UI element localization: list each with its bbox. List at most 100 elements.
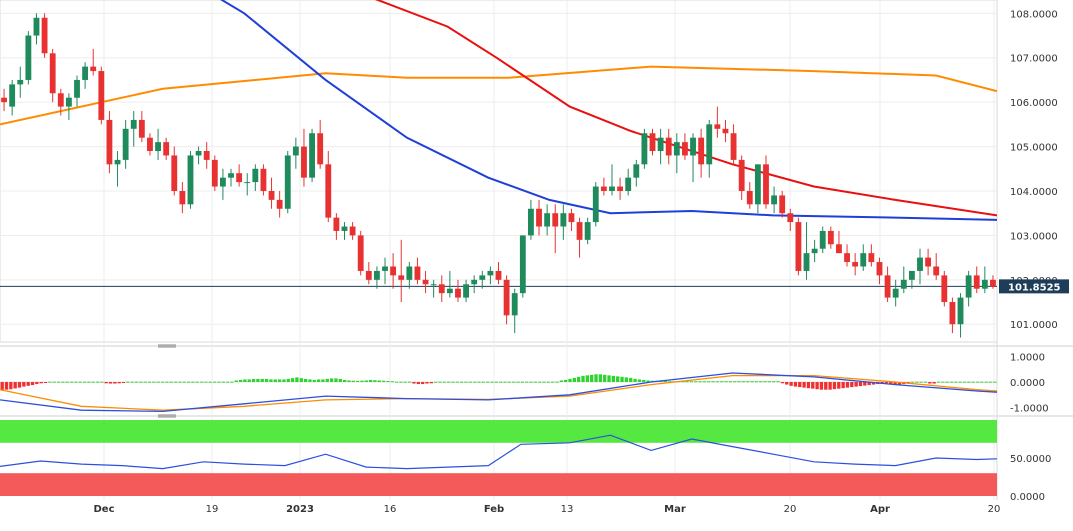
macd-histogram-bar: [87, 381, 91, 383]
macd-histogram-bar: [377, 380, 381, 382]
candle-body: [844, 253, 850, 263]
candle-body: [528, 208, 534, 236]
date-tick-label: Apr: [870, 504, 890, 515]
candle-body: [657, 137, 664, 152]
candle-body: [519, 235, 526, 294]
candle: [544, 204, 551, 236]
macd-tick-label: 0.0000: [1010, 378, 1045, 389]
candle: [925, 248, 932, 276]
rsi-line: [0, 434, 998, 470]
candle: [98, 66, 105, 125]
candle: [763, 155, 769, 209]
macd-histogram-bar: [26, 382, 30, 386]
macd-histogram-bar: [897, 382, 902, 385]
macd-histogram-bar: [113, 382, 117, 384]
candle: [892, 279, 899, 307]
candle-body: [236, 173, 243, 183]
price-panel-frame: [0, 0, 998, 343]
macd-histogram-bar: [286, 378, 290, 382]
candle: [900, 266, 907, 294]
candle: [406, 262, 413, 289]
candle-body: [90, 66, 97, 72]
macd-histogram-bar: [798, 382, 802, 388]
candle: [284, 151, 291, 214]
macd-histogram-bar: [607, 375, 611, 382]
candle: [779, 190, 786, 218]
macd-histogram-bar: [949, 381, 954, 383]
candle: [787, 208, 794, 231]
candle: [414, 257, 421, 285]
candle-body: [633, 164, 640, 178]
macd-histogram-bar: [733, 381, 737, 383]
candle-body: [195, 151, 202, 156]
macd-histogram-bar: [585, 375, 590, 382]
macd-histogram-bar: [178, 381, 182, 383]
macd-histogram-bar: [451, 381, 455, 383]
date-tick-label: 16: [384, 504, 397, 515]
candle: [74, 75, 80, 107]
macd-histogram-bar: [785, 382, 789, 385]
candle: [25, 31, 32, 85]
candle-body: [933, 266, 940, 276]
candle: [933, 253, 940, 280]
candle-body: [455, 288, 461, 298]
macd-histogram-bar: [564, 379, 568, 382]
candle: [187, 151, 194, 209]
macd-histogram-bar: [273, 379, 277, 382]
macd-histogram-bar: [616, 376, 620, 382]
candle-body: [949, 302, 956, 325]
date-tick-label: Dec: [93, 504, 114, 515]
panel-resize-handle[interactable]: [158, 414, 176, 418]
candle-body: [155, 142, 161, 152]
macd-histogram-bar: [936, 381, 941, 383]
candle: [868, 244, 875, 267]
macd-histogram-bar: [351, 380, 355, 382]
candle: [422, 270, 429, 294]
macd-histogram-bar: [0, 382, 4, 391]
candle: [455, 279, 461, 303]
date-tick-label: Feb: [484, 504, 504, 515]
candle: [479, 270, 486, 289]
macd-histogram-bar: [694, 381, 698, 383]
macd-panel: [0, 372, 998, 413]
macd-histogram-bar: [468, 381, 472, 383]
candle-body: [471, 279, 478, 285]
macd-histogram-bar: [958, 381, 962, 383]
macd-histogram-bar: [720, 381, 724, 383]
candle-body: [276, 199, 283, 209]
macd-histogram-bar: [832, 382, 837, 390]
moving-average-line-2: [374, 0, 997, 217]
macd-histogram-bar: [932, 382, 936, 384]
candle: [673, 133, 680, 174]
macd-histogram-bar: [980, 381, 984, 383]
candle: [147, 133, 153, 156]
macd-histogram-bar: [845, 382, 850, 388]
candle-body: [836, 244, 842, 254]
macd-histogram-bar: [82, 381, 87, 383]
candle-body: [641, 133, 648, 165]
macd-histogram-bar: [173, 381, 178, 383]
candle-body: [49, 53, 56, 94]
macd-histogram-bar: [65, 381, 69, 383]
macd-histogram-bar: [858, 382, 863, 387]
candle-body: [446, 288, 453, 294]
rsi-tick-label: 50.0000: [1010, 454, 1051, 465]
macd-histogram-bar: [863, 382, 867, 386]
candle-body: [795, 222, 802, 271]
candle: [584, 217, 591, 245]
panel-resize-handle[interactable]: [158, 344, 176, 348]
candle: [908, 270, 915, 289]
macd-histogram-bar: [108, 382, 113, 384]
macd-histogram-bar: [247, 379, 251, 382]
macd-histogram-bar: [295, 377, 299, 382]
macd-histogram-bar: [715, 381, 720, 383]
macd-histogram-bar: [741, 381, 746, 383]
price-tick-label: 103.0000: [1010, 231, 1058, 242]
macd-histogram-bar: [551, 381, 555, 383]
rsi-overbought-band: [0, 420, 997, 443]
candle-body: [98, 71, 105, 120]
candle: [57, 88, 64, 116]
macd-histogram-bar: [802, 382, 806, 388]
macd-histogram-bar: [928, 382, 932, 384]
